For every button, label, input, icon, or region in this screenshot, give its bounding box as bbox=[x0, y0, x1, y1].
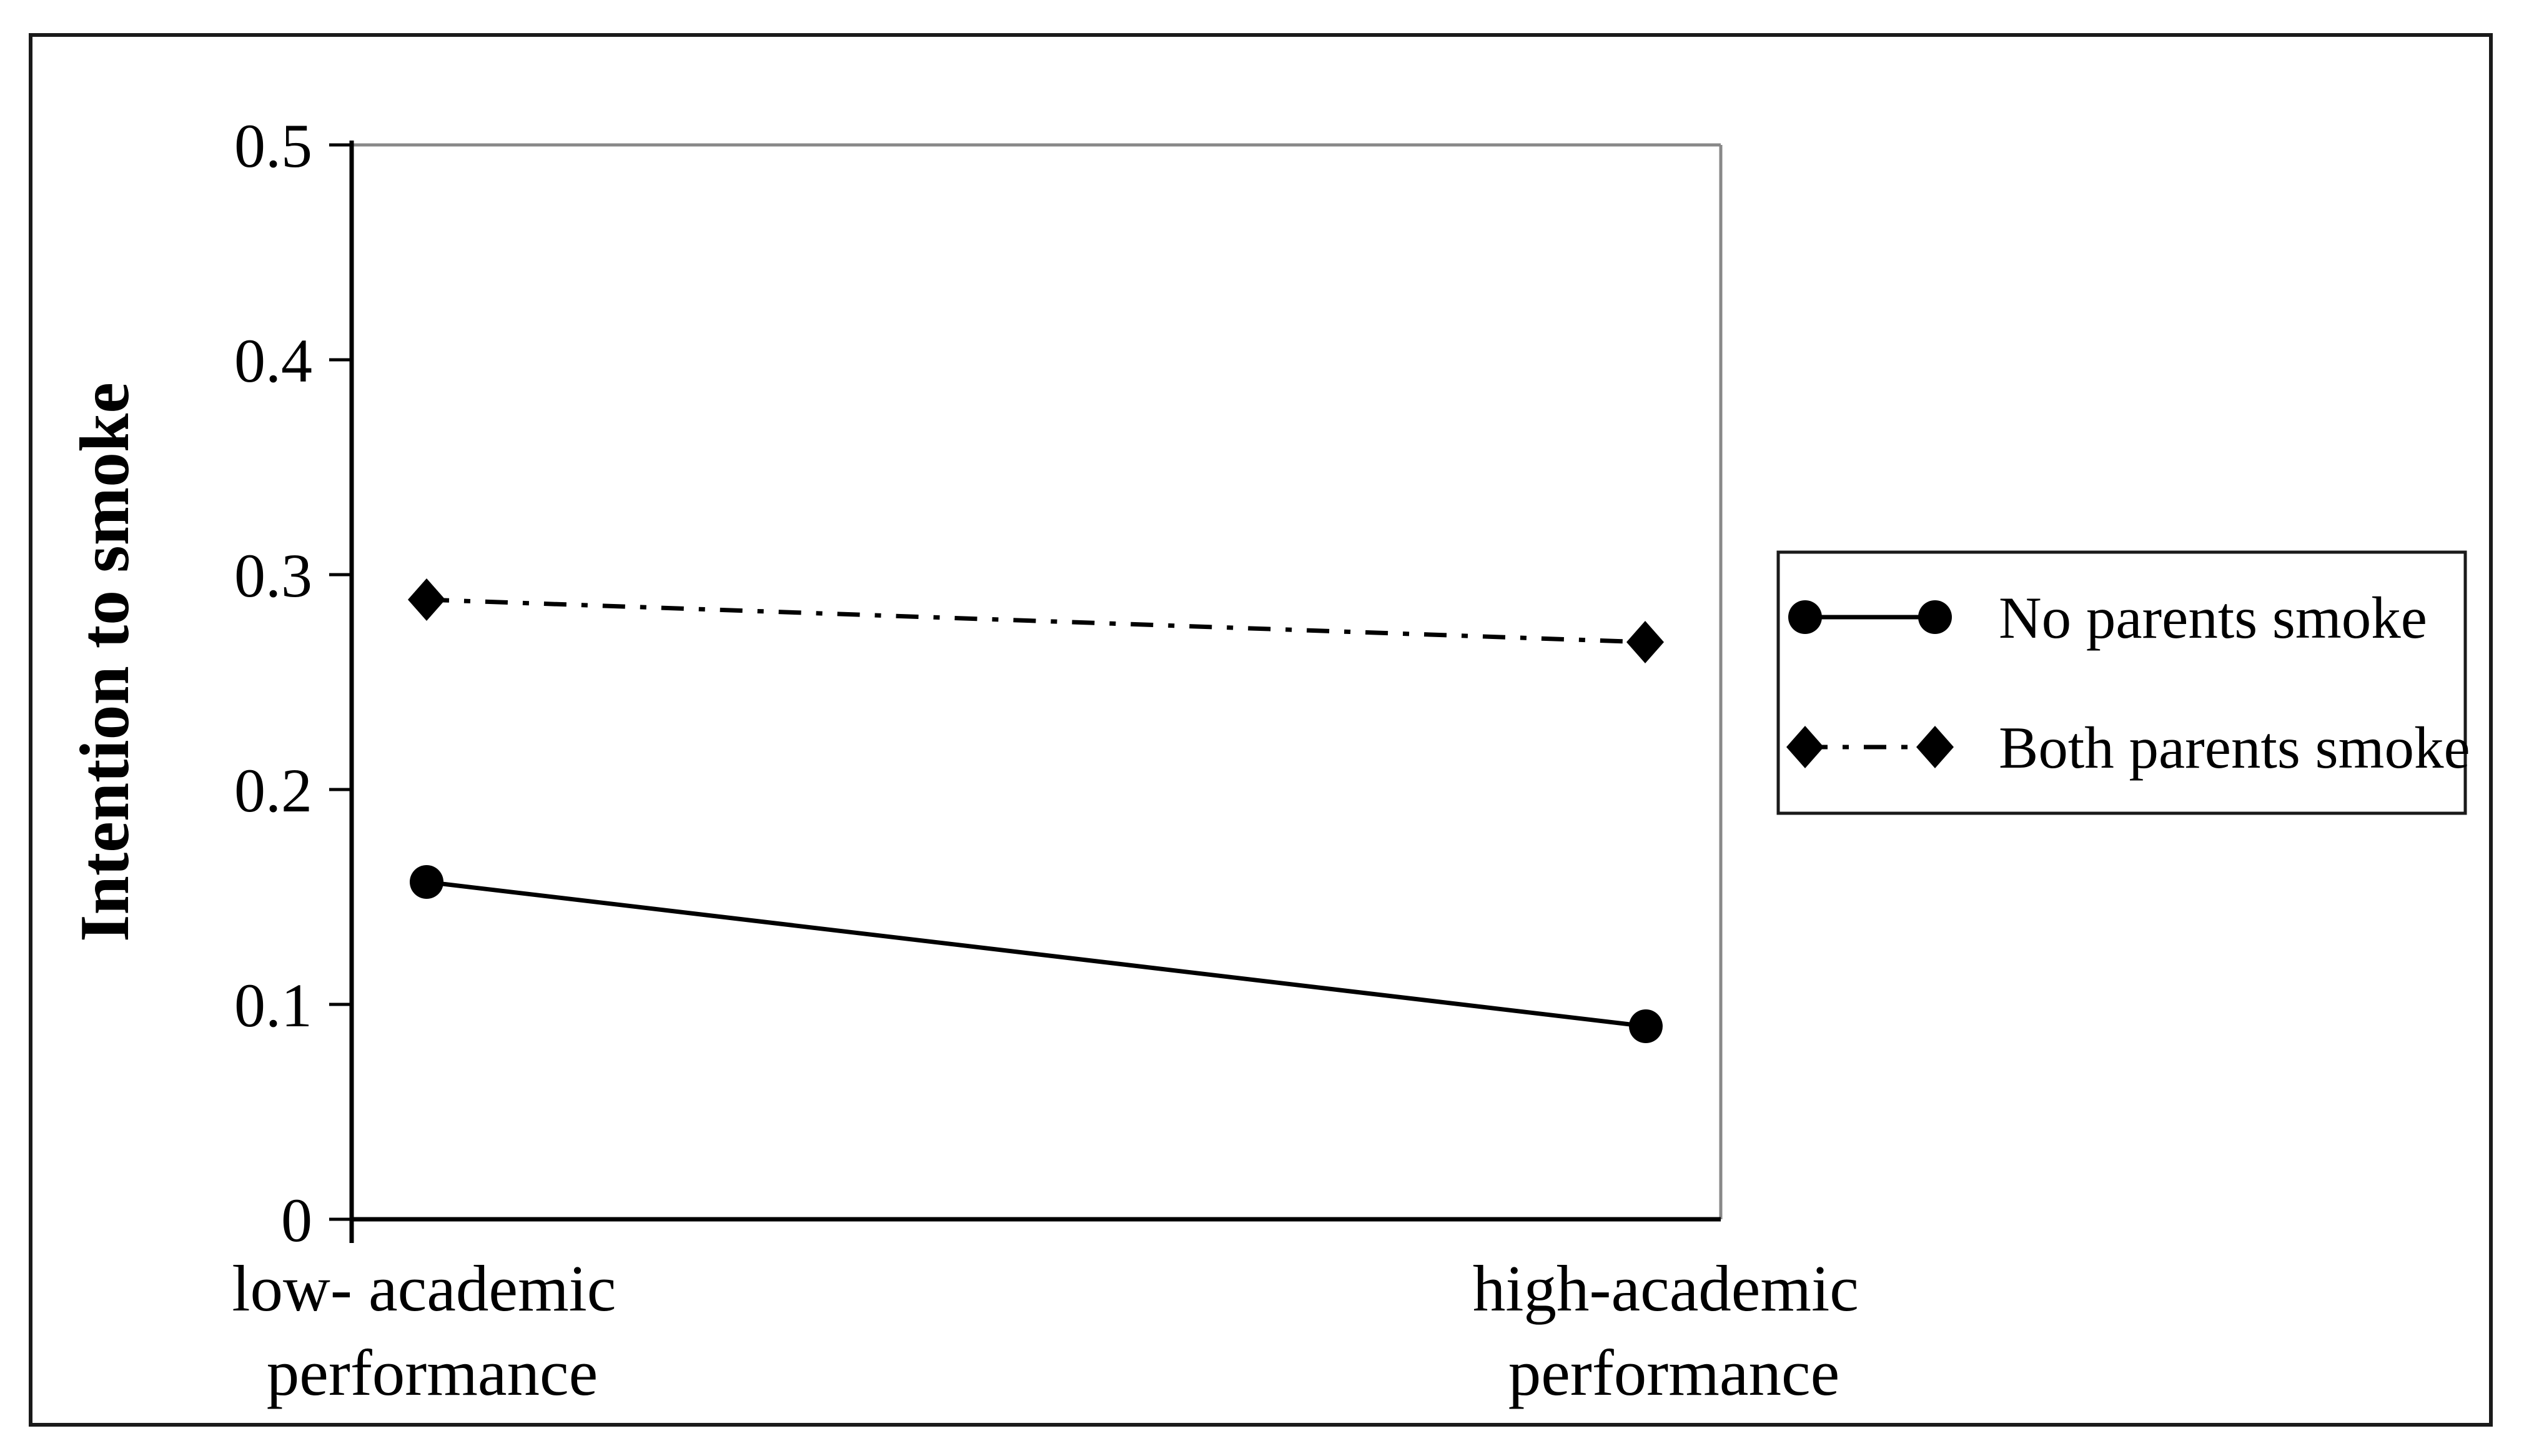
x-category-labels: low- academic performance high-academic … bbox=[232, 1252, 1875, 1409]
legend-label-no-parents: No parents smoke bbox=[1999, 585, 2427, 651]
legend-entry-both-parents: Both parents smoke bbox=[1786, 715, 2470, 781]
y-tick-label: 0.3 bbox=[234, 541, 312, 610]
y-axis-title: Intention to smoke bbox=[66, 382, 144, 942]
legend-entry-no-parents: No parents smoke bbox=[1788, 585, 2427, 651]
x-category-label-line: high-academic bbox=[1473, 1252, 1859, 1325]
diamond-marker bbox=[1786, 726, 1824, 768]
x-category-label-high: high-academic performance bbox=[1473, 1252, 1875, 1409]
series-line-both-parents bbox=[426, 597, 1646, 645]
x-category-label-line: performance bbox=[267, 1336, 598, 1409]
y-tick-label: 0.4 bbox=[234, 326, 312, 395]
circle-marker bbox=[1788, 600, 1822, 634]
x-category-label-line: performance bbox=[1508, 1336, 1840, 1409]
circle-marker bbox=[1629, 1009, 1663, 1043]
series-no-parents-smoke bbox=[410, 865, 1663, 1043]
series-line-no-parents bbox=[426, 879, 1646, 1029]
y-tick-label: 0.1 bbox=[234, 971, 312, 1040]
x-category-label-line: low- academic bbox=[232, 1252, 616, 1325]
diamond-marker bbox=[1626, 621, 1664, 663]
diamond-marker bbox=[408, 578, 445, 621]
series-both-parents-smoke bbox=[408, 578, 1664, 663]
legend-box bbox=[1776, 550, 2467, 815]
circle-marker bbox=[1918, 600, 1952, 634]
legend-label-both-parents: Both parents smoke bbox=[1999, 715, 2470, 781]
y-tick-label: 0.2 bbox=[234, 756, 312, 825]
y-tick-label: 0 bbox=[281, 1186, 312, 1255]
y-tick-label: 0.5 bbox=[234, 111, 312, 181]
diamond-marker bbox=[1916, 726, 1954, 768]
y-tick-marks bbox=[329, 143, 352, 1221]
circle-marker bbox=[410, 865, 443, 899]
legend: No parents smoke Both parents smoke bbox=[1776, 550, 2470, 815]
y-tick-labels: 0.5 0.4 0.3 0.2 0.1 0 bbox=[234, 111, 312, 1255]
x-category-label-low: low- academic performance bbox=[232, 1252, 632, 1409]
